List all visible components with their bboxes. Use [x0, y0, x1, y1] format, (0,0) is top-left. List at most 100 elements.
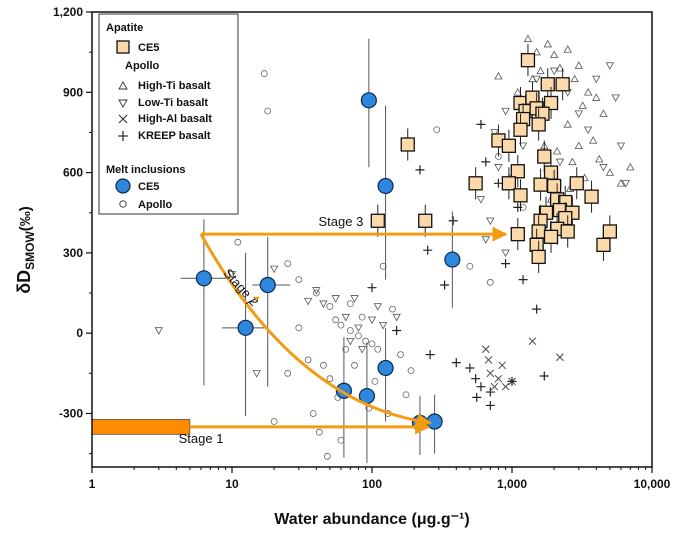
stage-2-pointer [245, 296, 260, 305]
low-ti-point [227, 271, 237, 279]
axis-ticks: 1 10 100 1,000 10,000 -300 0 300 600 900 1,200 [53, 5, 671, 491]
legend-high-ti-marker [118, 81, 128, 90]
low-ti-point [549, 67, 559, 76]
kreep-point [493, 178, 503, 188]
kreep-point [451, 358, 461, 368]
ce5-apatite-point [520, 53, 536, 68]
high-al-point [481, 345, 490, 354]
low-ti-point [583, 126, 593, 135]
y-axis-title-main: δD [14, 270, 34, 294]
ce5-melt-point [237, 319, 254, 336]
apollo-melt-point [295, 324, 303, 332]
kreep-point [465, 363, 475, 373]
apollo-melt-point [260, 70, 268, 77]
low-ti-point [319, 300, 328, 309]
ce5-melt-point [377, 359, 394, 377]
legend-ce5-apatite-label: CE5 [138, 42, 159, 54]
high-ti-point [592, 93, 601, 101]
ce5-melt-point [377, 177, 394, 195]
ce5-apatite-point [418, 213, 433, 228]
high-ti-point [523, 34, 533, 42]
ce5-apatite-point [533, 177, 548, 192]
low-ti-point [621, 180, 630, 188]
y-tick-label: 300 [63, 246, 83, 260]
kreep-point [423, 245, 433, 255]
low-ti-point [616, 142, 626, 151]
kreep-point [485, 387, 495, 397]
high-ti-point [532, 47, 541, 56]
legend-low-ti-marker [118, 99, 128, 108]
high-ti-point [578, 101, 587, 109]
high-al-point [486, 369, 495, 378]
ce5-melt-point [444, 251, 461, 268]
kreep-point [476, 119, 486, 129]
ce5-apatite-point [546, 178, 562, 194]
stage-arrows: Stage 1 Stage 2 Stage 3 [91, 214, 508, 446]
high-ti-point [616, 178, 626, 187]
high-ti-point [494, 71, 503, 80]
apollo-melt-point [379, 262, 387, 270]
apollo-melt-point [371, 377, 379, 385]
ce5-apatite-point [513, 122, 528, 137]
kreep-point [472, 392, 482, 402]
y-tick-label: 600 [63, 166, 83, 180]
apollo-melt-point [320, 361, 327, 369]
high-al-point [501, 382, 510, 391]
ce5-apatite-point [543, 95, 559, 111]
apollo-melt-point [346, 327, 354, 334]
x-tick-label: 100 [362, 477, 382, 491]
kreep-point [392, 326, 402, 335]
low-ti-point [481, 236, 490, 244]
x-tick-label: 1 [89, 477, 96, 491]
legend-apollo-melt-label: Apollo [138, 199, 172, 211]
kreep-point [501, 259, 511, 269]
apollo-melt-point [397, 351, 404, 358]
ce5-apatite-point [529, 237, 544, 253]
high-ti-point [543, 39, 552, 48]
kreep-point [539, 371, 549, 381]
apollo-melt-point [309, 410, 317, 417]
ce5-melt-point [259, 276, 276, 294]
ce5-apatite-point [400, 137, 415, 152]
ce5-apatite-point [537, 149, 552, 164]
plot-frame [91, 11, 653, 468]
apollo-melt-point [374, 345, 382, 353]
low-ti-point [605, 62, 615, 70]
low-ti-point [574, 110, 583, 119]
apollo-melt-point [466, 262, 474, 270]
ce5-apatite-point [531, 117, 546, 132]
apollo-melt-point [304, 356, 312, 364]
low-ti-point [312, 287, 321, 295]
ce5-apatite-point [596, 237, 611, 253]
legend-high-ti-label: High-Ti basalt [138, 80, 211, 92]
high-al-point [490, 382, 499, 391]
low-ti-point [367, 316, 377, 325]
low-ti-point [599, 164, 608, 172]
low-ti-point [476, 196, 486, 204]
legend-high-al-marker [118, 114, 128, 124]
ce5-melt-point [195, 270, 213, 287]
high-ti-point [513, 87, 522, 96]
high-ti-point [570, 74, 579, 83]
kreep-point [476, 382, 486, 392]
low-ti-point [350, 295, 359, 303]
stage-3-label: Stage 3 [319, 214, 364, 229]
low-ti-point [373, 303, 382, 311]
y-tick-label: 900 [63, 85, 83, 99]
stage-2-arrow [199, 233, 433, 429]
low-ti-point [357, 346, 367, 354]
stage-2-label: Stage 2 [221, 266, 262, 309]
apollo-melt-point [337, 436, 345, 444]
low-ti-point [392, 313, 401, 322]
kreep-point [481, 157, 491, 167]
high-ti-point [563, 45, 572, 53]
high-ti-point [549, 50, 559, 59]
apollo-melt-point [342, 345, 350, 353]
apollo-melt-point [234, 238, 242, 246]
kreep-point [471, 374, 481, 384]
apollo-melt-point [486, 278, 494, 286]
high-ti-point [574, 141, 583, 150]
high-ti-point [574, 61, 583, 69]
ce5-apatite-point [501, 176, 517, 191]
kreep-point [367, 283, 377, 293]
